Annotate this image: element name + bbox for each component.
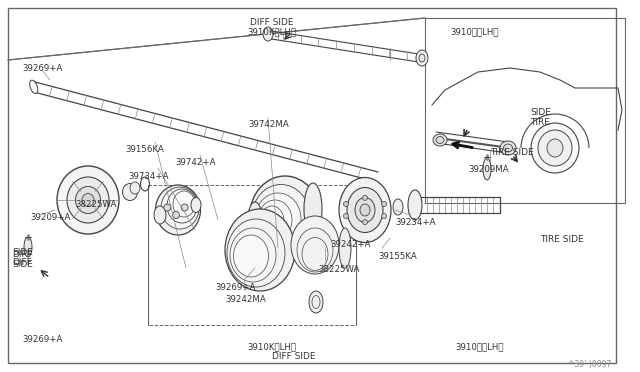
Text: 38225WA: 38225WA: [75, 200, 116, 209]
Ellipse shape: [230, 228, 276, 282]
Text: 39242+A: 39242+A: [330, 240, 371, 249]
Ellipse shape: [433, 134, 447, 146]
Ellipse shape: [24, 237, 32, 257]
Text: 3910K〈LH〉: 3910K〈LH〉: [248, 342, 296, 351]
Ellipse shape: [381, 202, 387, 206]
Text: 3910K〈LH〉: 3910K〈LH〉: [248, 27, 296, 36]
Text: 39156KA: 39156KA: [125, 145, 164, 154]
Text: DIFF: DIFF: [12, 258, 32, 267]
Ellipse shape: [250, 176, 320, 254]
Ellipse shape: [258, 200, 292, 240]
Ellipse shape: [122, 183, 138, 201]
Ellipse shape: [339, 177, 391, 243]
Ellipse shape: [347, 187, 383, 232]
Ellipse shape: [82, 193, 94, 206]
Ellipse shape: [500, 141, 516, 155]
Bar: [425, 18, 625, 203]
Ellipse shape: [225, 209, 295, 291]
Text: 3910、〈LH〉: 3910、〈LH〉: [455, 342, 504, 351]
Ellipse shape: [302, 237, 328, 270]
Ellipse shape: [362, 195, 367, 201]
Ellipse shape: [191, 198, 201, 212]
Ellipse shape: [381, 214, 387, 219]
Ellipse shape: [167, 189, 197, 223]
Ellipse shape: [67, 177, 109, 223]
Ellipse shape: [173, 191, 195, 217]
Ellipse shape: [161, 187, 199, 229]
Ellipse shape: [76, 186, 100, 214]
Text: 39242MA: 39242MA: [225, 295, 266, 304]
Text: 39734+A: 39734+A: [128, 172, 168, 181]
Bar: [148, 185, 356, 325]
Ellipse shape: [436, 137, 444, 144]
Text: DIFF: DIFF: [12, 250, 32, 259]
Ellipse shape: [362, 219, 367, 225]
Ellipse shape: [360, 204, 370, 216]
Text: 39269+A: 39269+A: [22, 335, 62, 344]
Ellipse shape: [57, 166, 119, 234]
Ellipse shape: [181, 204, 188, 211]
Text: 39742MA: 39742MA: [248, 120, 289, 129]
Ellipse shape: [547, 139, 563, 157]
Ellipse shape: [234, 235, 269, 277]
Text: 39209MA: 39209MA: [468, 165, 509, 174]
Ellipse shape: [504, 144, 513, 152]
Ellipse shape: [164, 204, 171, 211]
Text: 39269+A: 39269+A: [215, 283, 255, 292]
Text: 39234+A: 39234+A: [395, 218, 435, 227]
Text: TIRE SIDE: TIRE SIDE: [540, 235, 584, 244]
Ellipse shape: [408, 190, 422, 220]
Ellipse shape: [339, 228, 351, 268]
Ellipse shape: [173, 212, 179, 218]
Text: 3910、〈LH〉: 3910、〈LH〉: [450, 27, 499, 36]
Ellipse shape: [156, 185, 200, 235]
Ellipse shape: [29, 80, 38, 93]
Ellipse shape: [393, 199, 403, 215]
Text: SIDE: SIDE: [530, 108, 551, 117]
Ellipse shape: [344, 202, 348, 206]
Ellipse shape: [154, 206, 166, 224]
Ellipse shape: [355, 198, 375, 222]
Text: 39209+A: 39209+A: [30, 213, 70, 222]
Ellipse shape: [248, 202, 262, 242]
Ellipse shape: [227, 219, 285, 287]
Ellipse shape: [344, 214, 348, 219]
Ellipse shape: [531, 123, 579, 173]
Text: DIFF SIDE: DIFF SIDE: [250, 18, 294, 27]
Text: SIDE: SIDE: [12, 260, 33, 269]
Ellipse shape: [309, 291, 323, 313]
Ellipse shape: [297, 228, 333, 272]
Ellipse shape: [416, 50, 428, 66]
Ellipse shape: [130, 182, 140, 194]
Ellipse shape: [291, 216, 339, 274]
Text: 39742+A: 39742+A: [175, 158, 216, 167]
Ellipse shape: [483, 158, 491, 180]
Text: 38225WA: 38225WA: [318, 265, 360, 274]
Ellipse shape: [255, 193, 301, 245]
Text: 39269+A: 39269+A: [22, 64, 62, 73]
Text: ^39’ )0097: ^39’ )0097: [568, 360, 611, 369]
Ellipse shape: [263, 27, 273, 41]
Ellipse shape: [252, 185, 310, 250]
Ellipse shape: [419, 54, 425, 62]
Ellipse shape: [538, 130, 572, 166]
Ellipse shape: [260, 206, 284, 236]
Text: DIFF SIDE: DIFF SIDE: [272, 352, 316, 361]
Text: TIRE SIDE: TIRE SIDE: [490, 148, 534, 157]
Text: 39155KA: 39155KA: [378, 252, 417, 261]
Text: SIDE: SIDE: [12, 248, 33, 257]
Text: TIRE: TIRE: [530, 118, 550, 127]
Ellipse shape: [304, 183, 322, 235]
